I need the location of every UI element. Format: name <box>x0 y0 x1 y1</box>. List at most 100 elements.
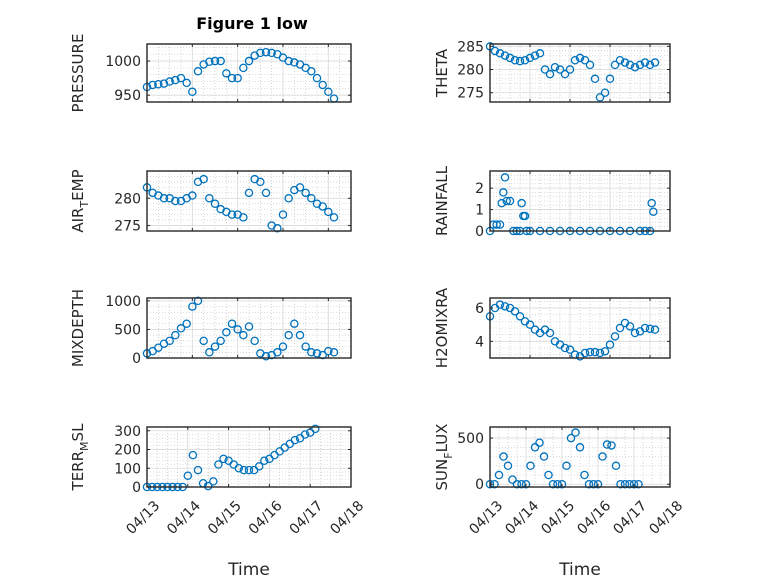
y-axis-label: THETA <box>433 48 451 98</box>
data-point <box>571 428 580 437</box>
data-point <box>649 207 658 216</box>
data-point <box>301 342 310 351</box>
y-tick-label: 4 <box>475 334 484 350</box>
data-point <box>222 69 231 78</box>
data-point <box>616 479 625 489</box>
data-point <box>318 350 327 360</box>
data-point <box>517 198 526 208</box>
data-point <box>210 199 220 208</box>
data-point <box>300 430 310 439</box>
data-point <box>625 322 635 331</box>
data-point <box>611 461 621 471</box>
data-point <box>273 224 282 233</box>
y-tick-label: 100 <box>114 461 141 477</box>
data-point <box>539 452 549 461</box>
data-point <box>216 56 225 66</box>
data-point <box>227 73 237 83</box>
data-point <box>525 53 535 63</box>
data-point <box>515 56 525 66</box>
data-point <box>244 322 254 331</box>
subplot-theta: 275 280 285 THETA <box>433 39 671 103</box>
data-point <box>585 347 595 357</box>
data-point <box>499 188 508 197</box>
data-point <box>630 62 640 72</box>
data-point <box>307 348 316 357</box>
data-point <box>193 296 203 306</box>
data-point <box>500 173 510 182</box>
data-point <box>602 440 612 449</box>
data-point <box>595 93 605 102</box>
data-point <box>307 194 316 203</box>
y-tick-label: 6 <box>475 301 484 317</box>
data-point <box>610 332 620 341</box>
data-point <box>565 345 575 354</box>
y-tick-label: 0 <box>132 480 141 496</box>
data-point <box>495 49 505 58</box>
data-point <box>630 328 640 338</box>
y-tick-label: 500 <box>114 322 141 338</box>
data-point <box>580 55 590 65</box>
data-point <box>182 78 191 88</box>
data-point <box>171 330 180 340</box>
data-point <box>517 479 526 489</box>
data-point <box>250 336 259 346</box>
data-point <box>188 87 197 97</box>
data-point <box>640 58 650 67</box>
data-point <box>560 69 570 79</box>
data-point <box>254 462 264 471</box>
data-point <box>525 320 535 329</box>
y-tick-label: 300 <box>114 424 141 440</box>
data-point <box>165 77 174 86</box>
data-point <box>490 46 500 56</box>
data-point <box>154 343 163 352</box>
data-point <box>318 202 327 211</box>
y-tick-label: 275 <box>457 86 484 102</box>
data-point <box>647 198 656 208</box>
data-point <box>502 196 511 206</box>
data-point <box>284 330 293 340</box>
data-point <box>176 324 186 333</box>
data-point <box>590 347 600 357</box>
data-point <box>210 56 220 66</box>
data-point <box>193 465 203 475</box>
data-point <box>295 183 305 192</box>
data-point <box>629 479 639 489</box>
data-point <box>555 65 565 74</box>
data-point <box>521 479 531 489</box>
data-point <box>171 196 180 206</box>
y-tick-label: 280 <box>457 63 484 79</box>
data-point <box>154 80 163 89</box>
data-point <box>261 188 271 198</box>
data-point <box>535 438 544 447</box>
data-point <box>620 479 630 489</box>
data-point <box>566 433 576 443</box>
y-tick-label: 200 <box>114 443 141 459</box>
data-point <box>645 324 655 334</box>
x-axis-label: Time <box>227 560 270 580</box>
y-tick-label: 285 <box>457 39 484 55</box>
data-point <box>239 213 248 222</box>
data-point <box>233 325 242 334</box>
y-tick-label: 2 <box>475 181 484 197</box>
data-point <box>640 323 650 333</box>
data-point <box>625 60 635 70</box>
y-tick-label: 950 <box>114 88 141 104</box>
data-point <box>515 312 525 321</box>
data-point <box>650 325 660 334</box>
data-point <box>605 340 615 349</box>
y-tick-label: 0 <box>475 224 484 240</box>
data-point <box>261 47 271 57</box>
data-point <box>165 336 174 346</box>
data-point <box>585 60 595 70</box>
data-point <box>256 177 265 187</box>
data-point <box>530 443 540 452</box>
data-point <box>584 479 594 489</box>
y-tick-label: 0 <box>475 477 484 493</box>
data-point <box>284 194 293 203</box>
data-point <box>312 349 322 358</box>
data-point <box>199 174 208 184</box>
y-axis-label: AIRTEMP <box>69 169 91 232</box>
data-point <box>492 220 501 229</box>
data-point <box>188 302 197 311</box>
data-point <box>159 79 169 88</box>
